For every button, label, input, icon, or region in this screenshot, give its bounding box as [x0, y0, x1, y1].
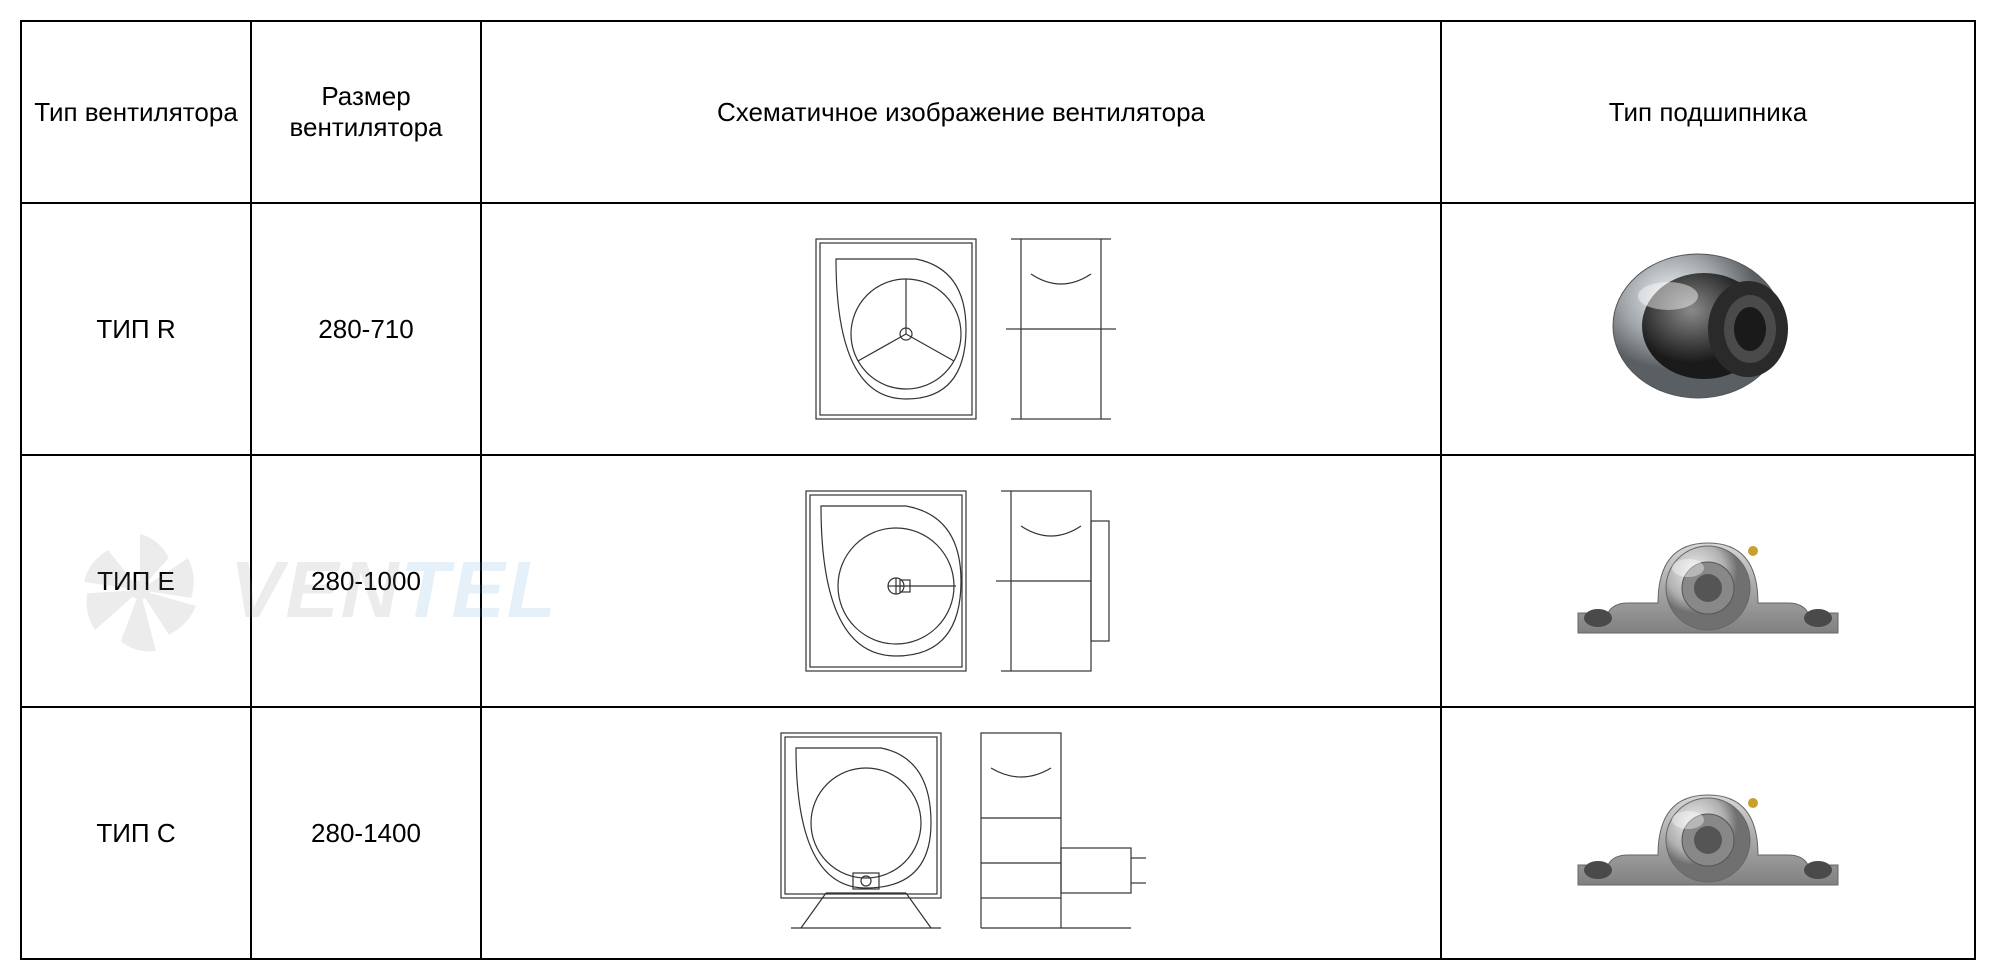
header-fan-type: Тип вентилятора: [21, 21, 251, 203]
table-row: ТИП E 280-1000: [21, 455, 1975, 707]
header-fan-size: Размер вентилятора: [251, 21, 481, 203]
cell-schematic: [481, 707, 1441, 959]
cell-schematic: [481, 455, 1441, 707]
header-schematic: Схематичное изображение вентилятора: [481, 21, 1441, 203]
cell-fan-size: 280-1400: [251, 707, 481, 959]
fan-schematic-side-e: [996, 481, 1126, 681]
header-bearing-type: Тип подшипника: [1441, 21, 1975, 203]
table-header-row: Тип вентилятора Размер вентилятора Схема…: [21, 21, 1975, 203]
cell-schematic: [481, 203, 1441, 455]
cell-bearing: [1441, 203, 1975, 455]
bearing-insert-icon: [1598, 241, 1818, 411]
cell-fan-type: ТИП E: [21, 455, 251, 707]
cell-bearing: [1441, 707, 1975, 959]
fan-table: Тип вентилятора Размер вентилятора Схема…: [20, 20, 1976, 960]
bearing-pillow-icon: [1558, 503, 1858, 653]
table-row: ТИП C 280-1400: [21, 707, 1975, 959]
fan-schematic-side-c: [971, 728, 1151, 938]
cell-fan-size: 280-710: [251, 203, 481, 455]
cell-fan-type: ТИП R: [21, 203, 251, 455]
fan-schematic-side-r: [1006, 229, 1116, 429]
cell-fan-type: ТИП C: [21, 707, 251, 959]
fan-schematic-front-e: [796, 481, 976, 681]
fan-schematic-front-r: [806, 229, 986, 429]
cell-fan-size: 280-1000: [251, 455, 481, 707]
fan-schematic-front-c: [771, 728, 951, 938]
bearing-pillow-icon: [1558, 755, 1858, 905]
table-row: ТИП R 280-710: [21, 203, 1975, 455]
cell-bearing: [1441, 455, 1975, 707]
